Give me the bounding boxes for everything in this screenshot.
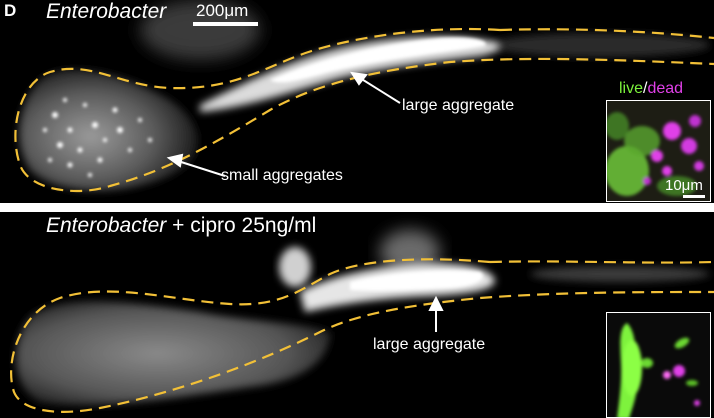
scale-bar xyxy=(193,22,258,26)
stain-legend: live/dead xyxy=(619,80,683,98)
arrow-small-aggregates xyxy=(177,160,226,177)
gut-outline xyxy=(499,28,714,40)
condition-title: Enterobacter xyxy=(46,0,167,23)
legend-live: live xyxy=(619,80,644,97)
arrow-large-aggregate xyxy=(359,77,401,104)
legend-separator: / xyxy=(643,80,648,97)
tissue-haze xyxy=(530,266,710,282)
panel-untreated: D Enterobacter 200μm large aggregate sma… xyxy=(0,0,714,203)
tissue-haze xyxy=(380,230,440,274)
inset-micrograph xyxy=(607,313,710,417)
small-aggregate-speckles xyxy=(43,98,152,177)
inset-scale-bar xyxy=(683,195,705,198)
large-aggregate-core xyxy=(350,270,483,291)
panel-letter: D xyxy=(4,1,17,20)
micrograph-untreated xyxy=(14,0,714,193)
arrowhead xyxy=(428,295,444,311)
inset-live-dead xyxy=(606,312,711,418)
inset-scale-label: 10μm xyxy=(665,177,703,194)
condition-title: Enterobacter + cipro 25ng/ml xyxy=(46,214,316,238)
title-treatment: + cipro 25ng/ml xyxy=(172,214,317,237)
label-large-aggregate: large aggregate xyxy=(373,336,486,353)
inset-micrograph xyxy=(607,101,710,201)
gut-bulb-tissue xyxy=(16,301,331,406)
panel-cipro-treated: Enterobacter + cipro 25ng/ml large aggre… xyxy=(0,212,714,418)
annotation-arrows xyxy=(428,295,444,332)
tissue-blob xyxy=(279,247,311,287)
arrowhead xyxy=(166,153,184,168)
label-small-aggregates: small aggregates xyxy=(221,167,343,184)
tissue-haze xyxy=(490,33,710,57)
large-aggregate-mass xyxy=(200,36,500,112)
gut-outline xyxy=(489,260,714,264)
inset-live-dead: 10μm xyxy=(606,100,711,202)
legend-dead: dead xyxy=(647,80,684,97)
arrowhead xyxy=(349,71,368,86)
gut-outline xyxy=(14,27,714,193)
scale-bar-label: 200μm xyxy=(196,1,249,20)
micrograph-cipro xyxy=(10,230,714,413)
label-large-aggregate: large aggregate xyxy=(402,97,515,114)
gut-outline xyxy=(10,258,714,413)
annotation-arrows xyxy=(166,71,401,177)
large-aggregate-core xyxy=(270,37,486,83)
tissue-haze xyxy=(140,0,260,60)
title-species: Enterobacter xyxy=(46,214,167,237)
